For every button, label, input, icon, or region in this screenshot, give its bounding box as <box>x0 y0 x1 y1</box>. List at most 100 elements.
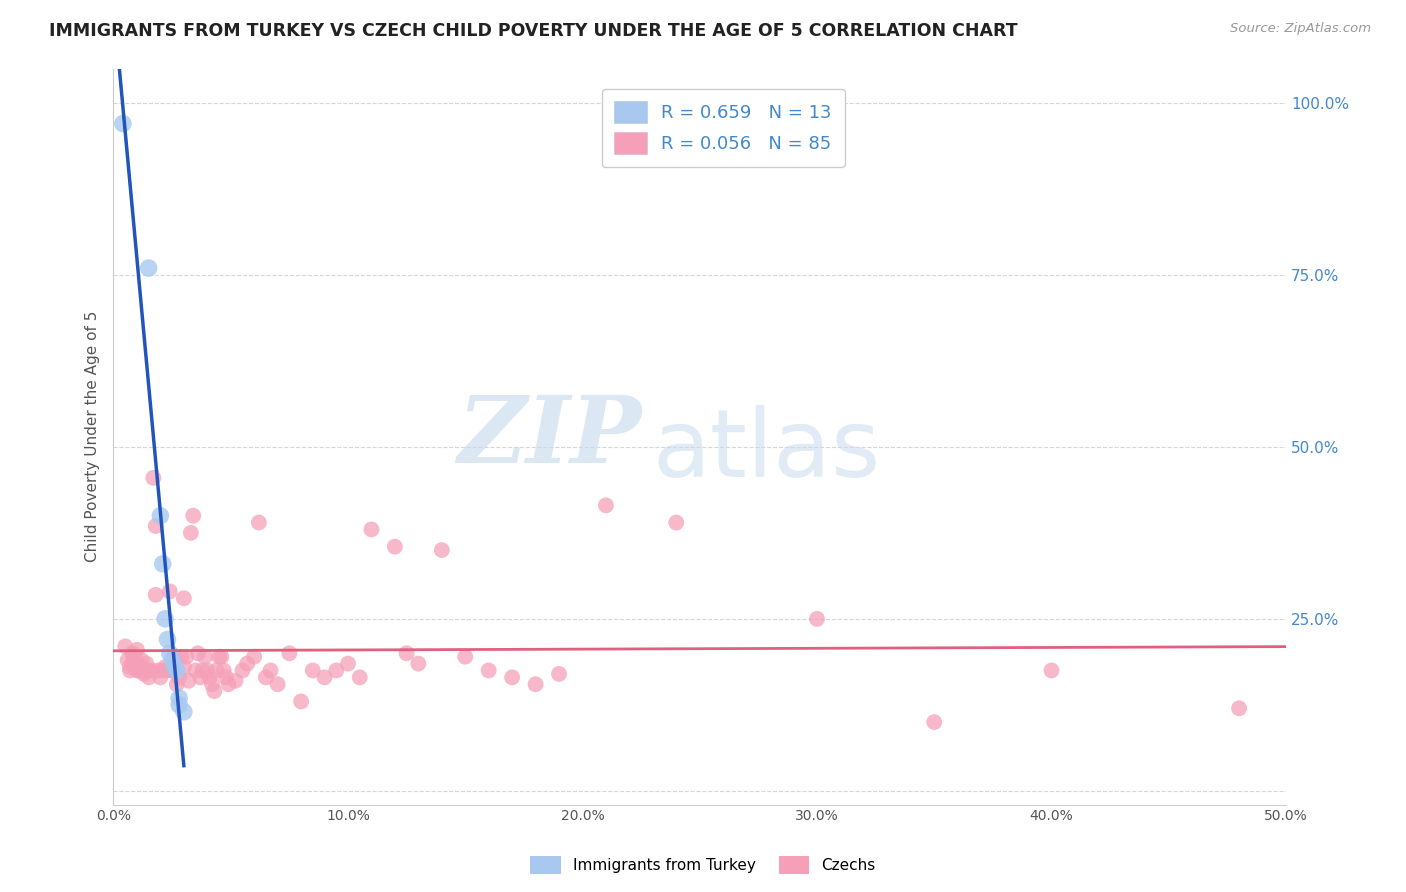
Point <box>167 670 190 684</box>
Point <box>314 670 336 684</box>
Point <box>187 646 209 660</box>
Point <box>454 649 477 664</box>
Point <box>360 523 382 537</box>
Point <box>131 660 153 674</box>
Point <box>395 646 418 660</box>
Point <box>138 670 160 684</box>
Point <box>118 664 141 678</box>
Point <box>215 670 238 684</box>
Point <box>156 632 179 647</box>
Point <box>184 664 207 678</box>
Point <box>217 677 239 691</box>
Point <box>156 664 179 678</box>
Text: atlas: atlas <box>652 405 882 498</box>
Point <box>135 657 157 671</box>
Point <box>111 117 134 131</box>
Point <box>153 660 176 674</box>
Point <box>149 670 172 684</box>
Point <box>121 646 143 660</box>
Point <box>121 657 143 671</box>
Point <box>205 664 228 678</box>
Point <box>224 673 246 688</box>
Point <box>408 657 430 671</box>
Point <box>142 471 165 485</box>
Point <box>202 684 225 698</box>
Point <box>152 557 174 571</box>
Point <box>125 664 148 678</box>
Point <box>243 649 266 664</box>
Point <box>548 667 571 681</box>
Point <box>349 670 371 684</box>
Point <box>170 649 193 664</box>
Text: ZIP: ZIP <box>457 392 641 482</box>
Point <box>138 664 160 678</box>
Point <box>337 657 360 671</box>
Point <box>195 664 218 678</box>
Point <box>266 677 288 691</box>
Point <box>166 677 188 691</box>
Point <box>806 612 828 626</box>
Point <box>501 670 523 684</box>
Point <box>160 653 183 667</box>
Point <box>153 612 176 626</box>
Point <box>290 694 312 708</box>
Text: Source: ZipAtlas.com: Source: ZipAtlas.com <box>1230 22 1371 36</box>
Point <box>259 664 281 678</box>
Point <box>160 664 183 678</box>
Point <box>254 670 277 684</box>
Point <box>117 653 139 667</box>
Point <box>167 698 190 712</box>
Point <box>194 649 217 664</box>
Point <box>301 664 323 678</box>
Point <box>180 525 202 540</box>
Text: IMMIGRANTS FROM TURKEY VS CZECH CHILD POVERTY UNDER THE AGE OF 5 CORRELATION CHA: IMMIGRANTS FROM TURKEY VS CZECH CHILD PO… <box>49 22 1018 40</box>
Point <box>173 705 195 719</box>
Point <box>146 664 169 678</box>
Point <box>167 690 190 705</box>
Point <box>159 646 181 660</box>
Point <box>128 660 150 674</box>
Point <box>173 660 195 674</box>
Point <box>198 670 221 684</box>
Point <box>149 508 172 523</box>
Point <box>139 664 162 678</box>
Y-axis label: Child Poverty Under the Age of 5: Child Poverty Under the Age of 5 <box>86 311 100 562</box>
Point <box>163 660 186 674</box>
Point <box>131 653 153 667</box>
Point <box>478 664 501 678</box>
Point <box>236 657 259 671</box>
Point <box>160 664 183 678</box>
Legend: R = 0.659   N = 13, R = 0.056   N = 85: R = 0.659 N = 13, R = 0.056 N = 85 <box>602 88 845 167</box>
Point <box>124 649 146 664</box>
Point <box>209 649 232 664</box>
Point <box>595 499 617 513</box>
Point <box>124 660 146 674</box>
Point <box>125 643 148 657</box>
Point <box>201 677 224 691</box>
Point <box>247 516 270 530</box>
Point <box>384 540 406 554</box>
Point <box>114 640 136 654</box>
Point <box>181 508 204 523</box>
Point <box>159 584 181 599</box>
Point <box>163 649 186 664</box>
Point <box>188 670 211 684</box>
Point <box>145 519 167 533</box>
Point <box>173 591 195 606</box>
Point <box>278 646 301 660</box>
Point <box>177 673 200 688</box>
Point <box>132 664 155 678</box>
Point <box>145 588 167 602</box>
Point <box>191 664 214 678</box>
Point <box>430 543 453 558</box>
Legend: Immigrants from Turkey, Czechs: Immigrants from Turkey, Czechs <box>524 850 882 880</box>
Point <box>138 260 160 275</box>
Point <box>128 664 150 678</box>
Point <box>152 664 174 678</box>
Point <box>665 516 688 530</box>
Point <box>1227 701 1250 715</box>
Point <box>166 664 188 678</box>
Point <box>212 664 235 678</box>
Point <box>208 649 231 664</box>
Point <box>1040 664 1063 678</box>
